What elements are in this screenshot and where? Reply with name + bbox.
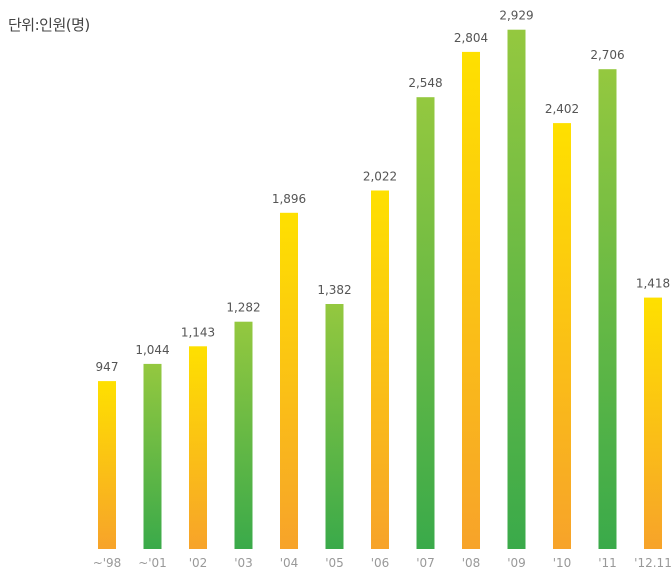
value-label-5: 1,382 — [317, 283, 351, 297]
value-labels-layer: 947 1,044 1,143 1,282 1,896 1,382 2,022 2,548 2,… — [96, 9, 671, 374]
bars-layer — [98, 29, 662, 550]
value-label-11: 2,706 — [590, 48, 624, 62]
value-label-10: 2,402 — [545, 102, 579, 116]
bar-11 — [598, 69, 617, 549]
value-label-9: 2,929 — [499, 9, 533, 23]
x-tick-label-8: '08 — [462, 556, 481, 570]
x-tick-label-5: '05 — [325, 556, 344, 570]
bar-12 — [644, 297, 662, 549]
value-label-7: 2,548 — [408, 76, 442, 90]
value-label-1: 1,044 — [135, 343, 169, 357]
x-tick-label-0: ~'98 — [93, 556, 122, 570]
bar-7 — [416, 97, 435, 549]
bar-9 — [507, 29, 526, 549]
bar-1 — [143, 363, 162, 549]
bar-10 — [553, 123, 571, 549]
x-tick-label-4: '04 — [280, 556, 299, 570]
x-tick-label-10: '10 — [553, 556, 572, 570]
bar-5 — [325, 304, 344, 549]
x-tick-label-9: '09 — [507, 556, 526, 570]
value-label-4: 1,896 — [272, 192, 306, 206]
x-tick-label-7: '07 — [416, 556, 435, 570]
unit-label: 단위:인원(명) — [8, 16, 90, 34]
x-tick-label-12: '12.11 — [634, 556, 672, 570]
value-label-0: 947 — [96, 360, 119, 374]
value-label-6: 2,022 — [363, 170, 397, 184]
x-tick-label-6: '06 — [371, 556, 390, 570]
bar-6 — [371, 190, 389, 549]
bar-3 — [234, 321, 253, 549]
value-label-12: 1,418 — [636, 277, 670, 291]
value-label-8: 2,804 — [454, 31, 488, 45]
bar-8 — [462, 51, 480, 550]
bar-4 — [280, 212, 298, 550]
x-tick-label-1: ~'01 — [138, 556, 167, 570]
value-label-3: 1,282 — [226, 301, 260, 315]
x-tick-label-11: '11 — [598, 556, 617, 570]
bar-2 — [189, 346, 207, 549]
x-tick-label-2: '02 — [189, 556, 208, 570]
bar-0 — [98, 381, 116, 549]
x-axis-ticks: ~'98 ~'01 '02 '03 '04 '05 '06 '07 '08 '09 '10 '11 '1… — [93, 556, 672, 570]
value-label-2: 1,143 — [181, 325, 215, 339]
x-tick-label-3: '03 — [234, 556, 253, 570]
